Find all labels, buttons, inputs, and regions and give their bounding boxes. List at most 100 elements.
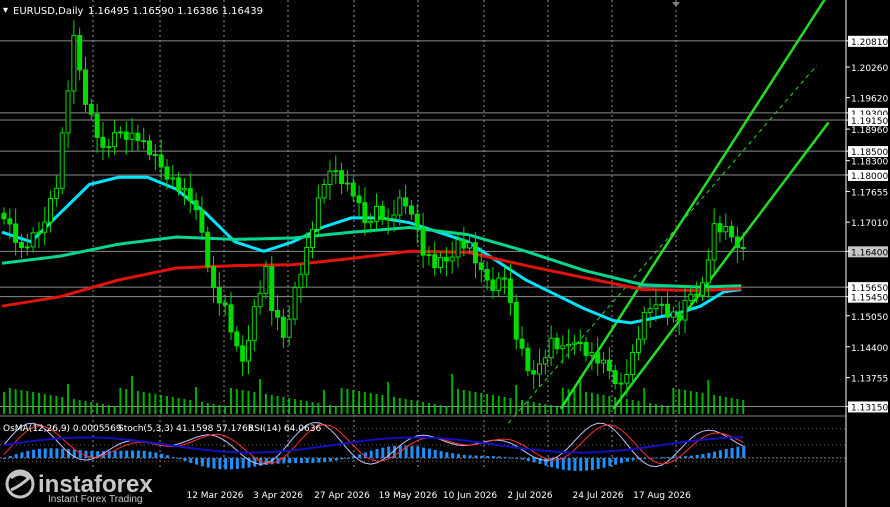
osma-bar <box>72 449 76 458</box>
candle-body <box>18 241 24 249</box>
candle-body <box>251 306 257 342</box>
volume-bar <box>136 391 139 414</box>
candle-body <box>711 223 717 261</box>
candle-body <box>548 337 554 359</box>
candle-body <box>729 226 735 238</box>
osma-bar <box>78 450 82 458</box>
volume-bar <box>212 404 215 414</box>
osma-bar <box>567 458 571 471</box>
price-axis-label: 1.18000 <box>851 172 888 182</box>
osma-bar <box>521 458 525 460</box>
volume-bar <box>654 404 657 414</box>
candle-body <box>112 132 118 148</box>
volume-bar <box>643 388 646 414</box>
price-level-tag <box>848 401 888 413</box>
volume-bar <box>410 400 413 414</box>
volume-bar <box>427 403 430 414</box>
osma-bar <box>544 458 548 466</box>
osma-bar <box>230 458 234 470</box>
candle-body <box>42 221 48 233</box>
osma-bar <box>224 458 228 470</box>
osma-bar <box>142 450 146 458</box>
volume-bar <box>264 394 267 414</box>
osma-bar <box>532 458 536 463</box>
candle-body <box>601 359 607 364</box>
osma-bar <box>282 458 286 464</box>
candle-body <box>647 308 653 313</box>
candle-body <box>327 170 333 185</box>
price-axis-label: 1.13150 <box>851 403 888 413</box>
volume-bar <box>649 403 652 414</box>
volume-bar <box>363 392 366 414</box>
osma-bar <box>707 452 711 458</box>
scroll-marker-icon[interactable] <box>672 2 680 7</box>
osma-bar <box>550 458 554 468</box>
volume-bar <box>189 400 192 414</box>
chart-header-icon: ▾ <box>3 5 8 16</box>
candle-body <box>187 188 193 202</box>
osma-bar <box>672 456 676 458</box>
volume-bar <box>637 401 640 414</box>
osma-bar <box>387 446 391 458</box>
candle-body <box>315 197 321 230</box>
price-axis-label: 1.15050 <box>851 313 888 323</box>
osma-bar <box>334 458 338 461</box>
osma-bar <box>247 458 251 468</box>
osma-bar <box>363 452 367 458</box>
channel-lower-line <box>612 121 830 410</box>
candle-body <box>344 182 350 185</box>
volume-bar <box>224 406 227 414</box>
logo-tagline-text: Instant Forex Trading <box>48 494 143 505</box>
osma-bar <box>730 447 734 458</box>
candle-body <box>630 352 636 375</box>
stoch-label: Stoch(5,3,3) 41.1598 57.1765 <box>118 424 253 434</box>
candle-body <box>682 299 688 321</box>
ema-mid-line <box>1 225 742 289</box>
volume-bar <box>387 382 390 414</box>
candle-body <box>222 302 228 306</box>
volume-bar <box>346 389 349 414</box>
volume-bar <box>37 393 40 414</box>
candle-body <box>537 363 543 375</box>
osma-bar <box>49 448 53 458</box>
osma-bar <box>189 458 193 463</box>
candle-body <box>65 90 71 134</box>
osma-bar <box>241 458 245 469</box>
candle-body <box>496 277 502 291</box>
time-axis-tick: 24 Jul 2026 <box>573 491 624 501</box>
osma-bar <box>614 458 618 465</box>
candle-body <box>542 357 548 365</box>
osma-bar <box>101 451 105 458</box>
candle-body <box>24 246 30 249</box>
candle-body <box>665 303 671 318</box>
candle-body <box>484 268 490 281</box>
volume-bar <box>299 400 302 414</box>
osma-bar <box>643 458 647 459</box>
osma-bar <box>445 452 449 458</box>
volume-bar <box>480 393 483 414</box>
osma-bar <box>695 454 699 458</box>
price-level-tag <box>848 246 888 258</box>
candle-body <box>659 303 665 306</box>
volume-bar <box>323 390 326 414</box>
osma-bar <box>305 458 309 463</box>
candle-body <box>362 202 368 224</box>
candle-body <box>48 197 54 223</box>
osma-bar <box>718 450 722 458</box>
price-level-tag <box>848 115 888 127</box>
candle-body <box>391 214 397 220</box>
volume-bar <box>247 391 250 414</box>
candle-body <box>269 266 275 312</box>
osma-bar <box>602 458 606 468</box>
volume-bar <box>718 396 721 414</box>
stoch-main-line <box>3 422 744 468</box>
candle-body <box>245 340 251 362</box>
candle-body <box>164 166 170 180</box>
time-axis-tick: 27 Apr 2026 <box>314 491 370 501</box>
candle-body <box>356 195 362 204</box>
price-axis-label: 1.15650 <box>851 284 888 294</box>
candle-body <box>606 359 612 372</box>
volume-bar <box>660 405 663 414</box>
volume-bar <box>183 399 186 414</box>
